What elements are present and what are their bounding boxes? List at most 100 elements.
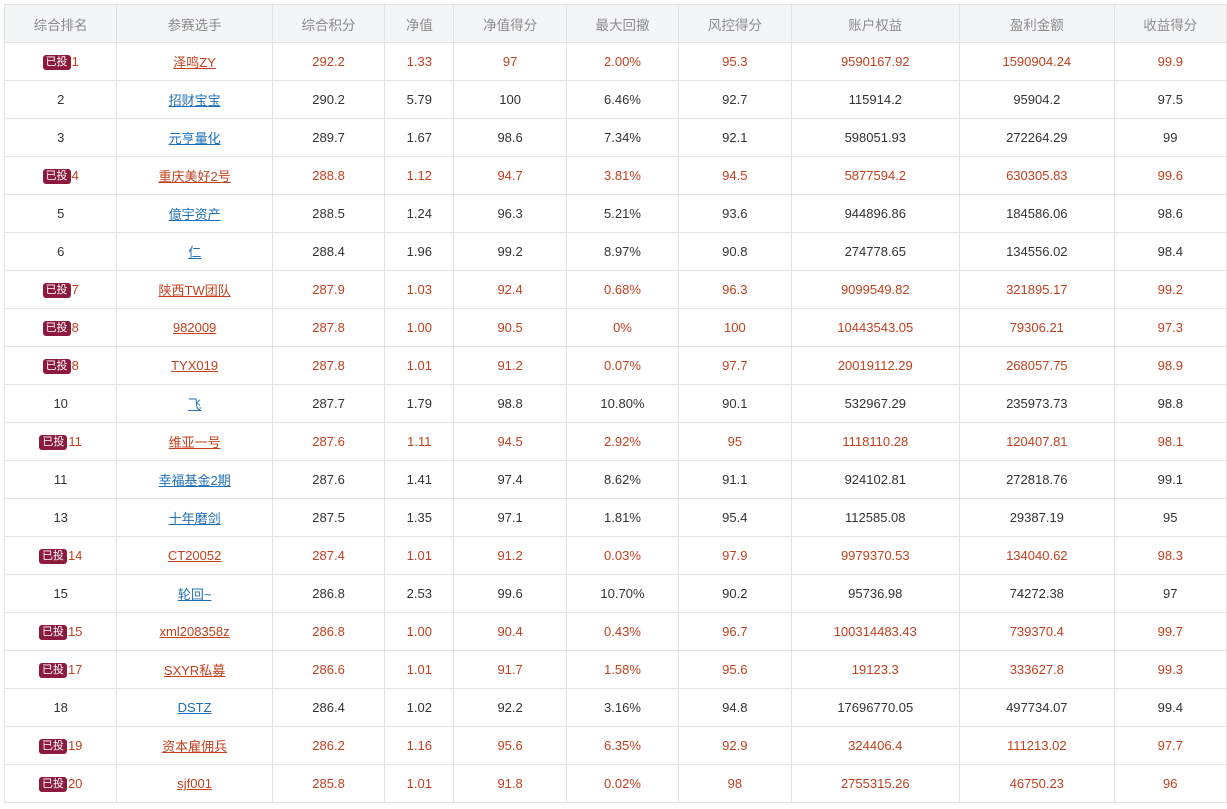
player-link[interactable]: 资本雇佣兵 [162,739,228,754]
invested-badge: 已投 [38,548,67,564]
risk-score-cell: 100 [678,308,792,347]
max-drawdown-cell: 6.46% [565,80,680,119]
nav-cell: 1.01 [384,650,455,689]
return-score-cell: 98.6 [1113,194,1227,233]
nav-score-cell: 97.4 [453,460,567,499]
table-row: 已投 1 泽鸣ZY 292.2 1.33 97 2.00% 95.3 9590167.92 159… [3,42,1227,81]
player-link[interactable]: 维亚一号 [168,435,221,450]
table-row: 5 億宇资产 288.5 1.24 96.3 5.21% 93.6 944896.86 1845… [3,194,1227,233]
rank-cell: 已投 17 [3,650,118,689]
player-cell: CT20052 [116,536,273,575]
score-cell: 287.8 [271,308,386,347]
player-link[interactable]: 飞 [188,397,202,412]
max-drawdown-cell: 0.03% [565,536,680,575]
risk-score-cell: 92.1 [678,118,792,157]
equity-cell: 324406.4 [790,726,961,765]
table-body: 已投 1 泽鸣ZY 292.2 1.33 97 2.00% 95.3 9590167.92 159… [3,42,1227,803]
rank-cell: 已投 11 [3,422,118,461]
risk-score-cell: 98 [678,764,792,803]
rank-value: 14 [67,547,83,563]
equity-cell: 274778.65 [790,232,961,271]
player-link[interactable]: SXYR私募 [163,663,226,678]
profit-cell: 739370.4 [959,612,1115,651]
nav-cell: 1.01 [384,764,455,803]
table-row: 10 飞 287.7 1.79 98.8 10.80% 90.1 532967.29 23597… [3,384,1227,423]
nav-cell: 1.11 [384,422,455,461]
table-row: 6 仁 288.4 1.96 99.2 8.97% 90.8 274778.65 134556.… [3,232,1227,271]
equity-cell: 17696770.05 [790,688,961,727]
player-link[interactable]: 仁 [188,245,202,260]
rank-cell: 已投 8 [3,308,118,347]
table-header-row: 综合排名 参赛选手 综合积分 净值 净值得分 最大回撤 风控得分 账户权益 盈利… [3,4,1227,43]
player-link[interactable]: DSTZ [177,700,212,715]
header-max-drawdown: 最大回撤 [565,4,680,43]
profit-cell: 95904.2 [959,80,1115,119]
rank-cell: 已投 1 [3,42,118,81]
equity-cell: 19123.3 [790,650,961,689]
player-cell: 億宇资产 [116,194,273,233]
header-nav-score: 净值得分 [453,4,567,43]
table-row: 18 DSTZ 286.4 1.02 92.2 3.16% 94.8 17696770.05 4… [3,688,1227,727]
nav-score-cell: 97.1 [453,498,567,537]
header-return-score: 收益得分 [1113,4,1227,43]
invested-badge: 已投 [42,168,71,184]
player-link[interactable]: 億宇资产 [168,207,221,222]
profit-cell: 630305.83 [959,156,1115,195]
player-link[interactable]: 元亨量化 [168,131,221,146]
rank-cell: 15 [3,574,118,613]
table-row: 已投 19 资本雇佣兵 286.2 1.16 95.6 6.35% 92.9 324406.4 1… [3,726,1227,765]
player-link[interactable]: sjf001 [177,776,212,791]
risk-score-cell: 94.8 [678,688,792,727]
max-drawdown-cell: 6.35% [565,726,680,765]
nav-cell: 1.02 [384,688,455,727]
player-link[interactable]: 轮回~ [177,587,212,602]
player-link[interactable]: CT20052 [167,548,222,563]
player-cell: 陕西TW团队 [116,270,273,309]
nav-cell: 1.12 [384,156,455,195]
max-drawdown-cell: 1.58% [565,650,680,689]
nav-score-cell: 96.3 [453,194,567,233]
risk-score-cell: 92.7 [678,80,792,119]
return-score-cell: 99 [1113,118,1227,157]
return-score-cell: 99.6 [1113,156,1227,195]
player-link[interactable]: 重庆美好2号 [158,169,231,184]
table-row: 已投 7 陕西TW团队 287.9 1.03 92.4 0.68% 96.3 9099549.8… [3,270,1227,309]
profit-cell: 79306.21 [959,308,1115,347]
score-cell: 286.6 [271,650,386,689]
profit-cell: 120407.81 [959,422,1115,461]
nav-cell: 1.16 [384,726,455,765]
player-link[interactable]: 陕西TW团队 [158,283,231,298]
profit-cell: 272264.29 [959,118,1115,157]
profit-cell: 46750.23 [959,764,1115,803]
nav-score-cell: 99.6 [453,574,567,613]
nav-cell: 1.79 [384,384,455,423]
player-link[interactable]: xml208358z [159,624,230,639]
table-row: 已投 4 重庆美好2号 288.8 1.12 94.7 3.81% 94.5 5877594.2… [3,156,1227,195]
rank-cell: 已投 20 [3,764,118,803]
rank-value: 8 [71,357,79,373]
player-cell: 泽鸣ZY [116,42,273,81]
player-link[interactable]: TYX019 [171,358,219,373]
header-equity: 账户权益 [790,4,961,43]
player-link[interactable]: 招财宝宝 [168,93,221,108]
score-cell: 285.8 [271,764,386,803]
equity-cell: 20019112.29 [790,346,961,385]
max-drawdown-cell: 8.97% [565,232,680,271]
nav-score-cell: 91.2 [453,346,567,385]
player-link[interactable]: 泽鸣ZY [173,55,216,70]
invested-badge: 已投 [42,282,71,298]
table-row: 13 十年磨剑 287.5 1.35 97.1 1.81% 95.4 112585.08 293… [3,498,1227,537]
player-cell: DSTZ [116,688,273,727]
risk-score-cell: 92.9 [678,726,792,765]
player-link[interactable]: 十年磨剑 [168,511,221,526]
player-link[interactable]: 幸福基金2期 [158,473,231,488]
header-rank: 综合排名 [3,4,118,43]
rank-value: 20 [67,775,83,791]
rank-cell: 11 [3,460,118,499]
table-row: 11 幸福基金2期 287.6 1.41 97.4 8.62% 91.1 924102.81 2… [3,460,1227,499]
return-score-cell: 99.7 [1113,612,1227,651]
player-link[interactable]: 982009 [172,320,217,335]
rank-cell: 10 [3,384,118,423]
nav-score-cell: 99.2 [453,232,567,271]
profit-cell: 268057.75 [959,346,1115,385]
